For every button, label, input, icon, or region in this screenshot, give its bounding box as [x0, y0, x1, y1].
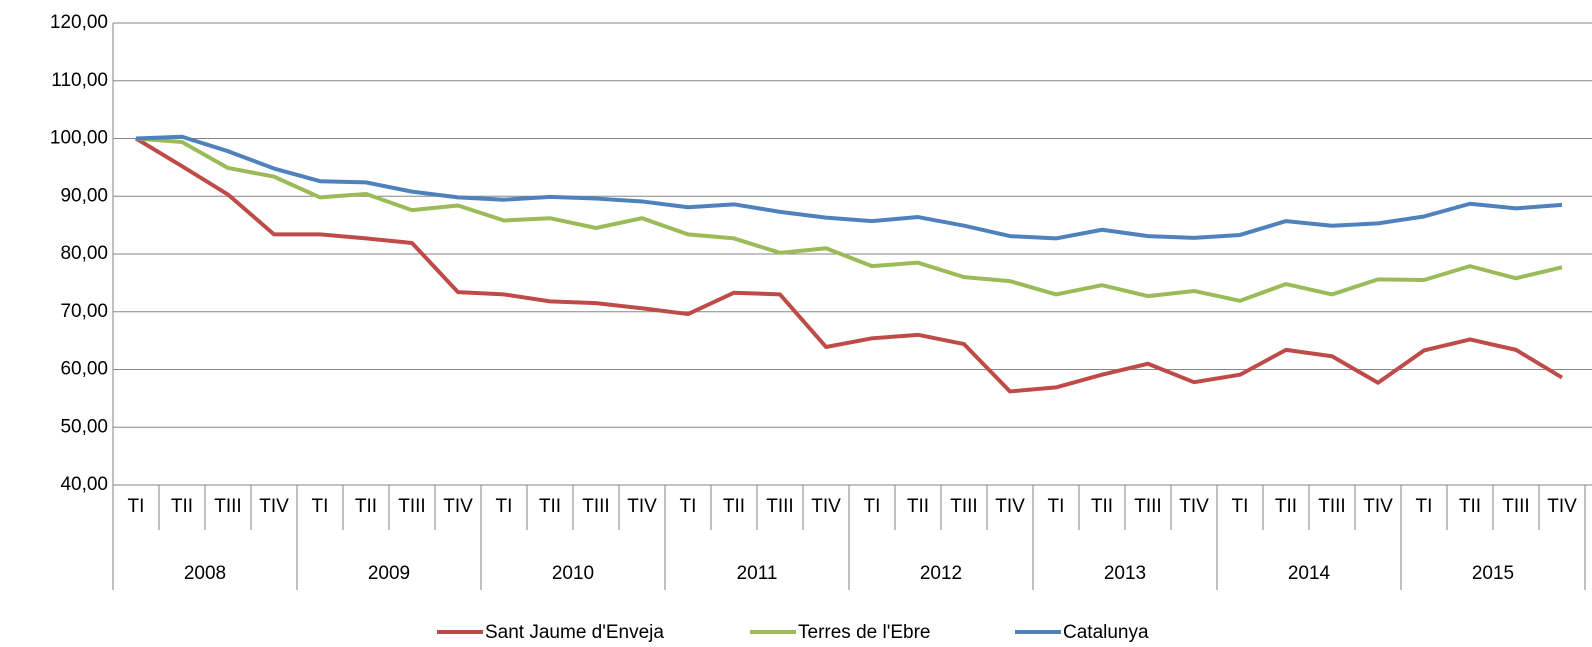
x-tick-label: TIV [259, 496, 289, 517]
x-tick-label: TII [171, 496, 193, 517]
y-tick-label: 90,00 [60, 185, 108, 206]
series-line [134, 136, 1564, 394]
x-tick-label: TIV [443, 496, 473, 517]
x-tick-label: TIII [214, 496, 241, 517]
y-tick-label: 120,00 [50, 12, 108, 33]
x-tick-label: TI [312, 496, 329, 517]
x-tick-label: TI [864, 496, 881, 517]
year-label: 2011 [737, 563, 778, 584]
x-tick-label: TII [907, 496, 929, 517]
year-label: 2014 [1288, 563, 1331, 584]
x-tick-label: TI [496, 496, 513, 517]
x-tick-label: TIII [398, 496, 425, 517]
year-label: 2010 [552, 563, 594, 584]
y-tick-label: 50,00 [60, 416, 108, 437]
x-tick-label: TIV [1363, 496, 1393, 517]
x-tick-label: TIII [582, 496, 609, 517]
year-label: 2013 [1104, 563, 1146, 584]
x-tick-label: TI [1416, 496, 1433, 517]
x-tick-label: TII [1275, 496, 1297, 517]
y-tick-label: 80,00 [60, 243, 108, 264]
x-tick-label: TI [1048, 496, 1065, 517]
x-tick-label: TIV [1547, 496, 1577, 517]
x-tick-label: TII [1459, 496, 1481, 517]
x-tick-label: TII [1091, 496, 1113, 517]
x-tick-label: TII [539, 496, 561, 517]
year-label: 2012 [920, 563, 962, 584]
y-tick-label: 70,00 [60, 301, 108, 322]
legend-label: Terres de l'Ebre [798, 622, 930, 643]
x-tick-label: TIV [811, 496, 841, 517]
x-tick-label: TIII [950, 496, 977, 517]
x-tick-label: TIV [1179, 496, 1209, 517]
series-line [135, 134, 1563, 241]
y-tick-label: 60,00 [60, 359, 108, 380]
x-tick-label: TII [355, 496, 377, 517]
legend-label: Catalunya [1063, 622, 1149, 643]
x-tick-label: TII [723, 496, 745, 517]
x-tick-label: TIV [627, 496, 657, 517]
x-tick-label: TI [128, 496, 145, 517]
y-tick-label: 100,00 [50, 128, 108, 149]
x-tick-label: TIII [1318, 496, 1345, 517]
year-label: 2015 [1472, 563, 1514, 584]
x-tick-label: TIII [766, 496, 793, 517]
x-tick-label: TI [680, 496, 697, 517]
series-line [135, 136, 1563, 303]
year-label: 2008 [184, 563, 226, 584]
x-tick-label: TIV [995, 496, 1025, 517]
y-tick-label: 110,00 [51, 70, 108, 91]
legend-label: Sant Jaume d'Enveja [485, 622, 664, 643]
x-tick-label: TIII [1134, 496, 1161, 517]
x-tick-label: TI [1232, 496, 1249, 517]
year-label: 2009 [368, 563, 410, 584]
y-tick-label: 40,00 [60, 474, 108, 495]
x-tick-label: TIII [1502, 496, 1529, 517]
